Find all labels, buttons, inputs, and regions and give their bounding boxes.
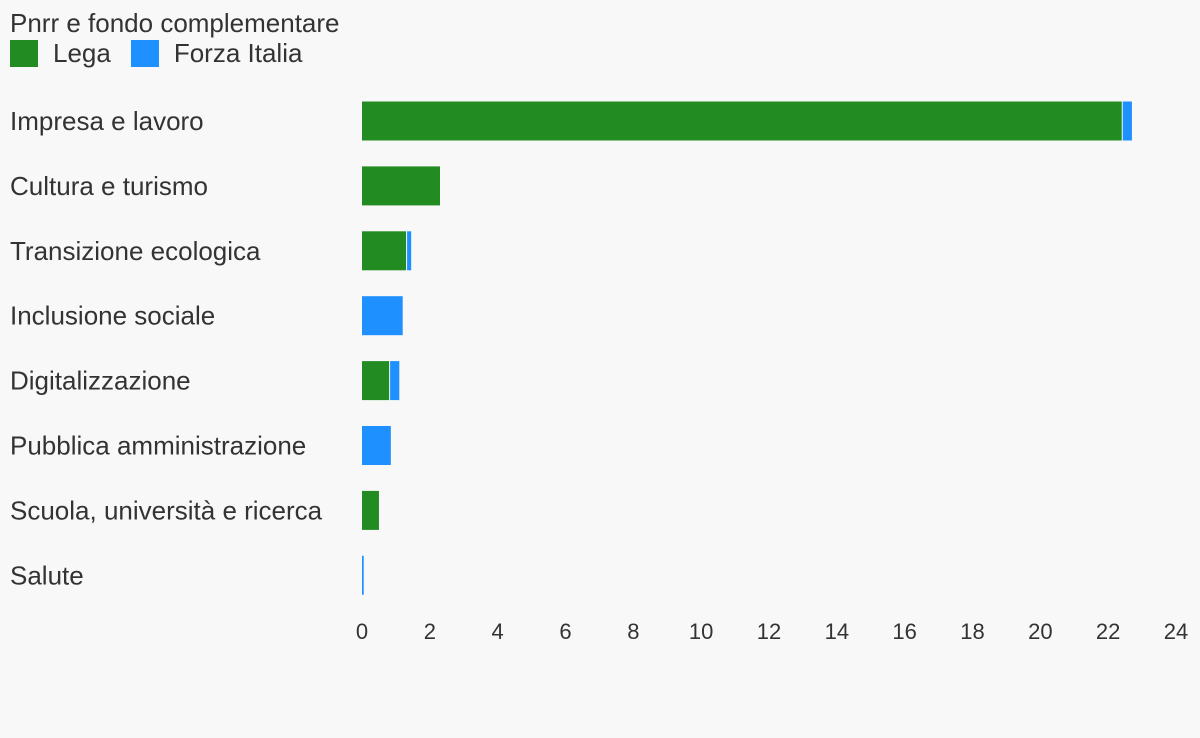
chart-title: Pnrr e fondo complementare (10, 8, 340, 38)
x-tick-label-18: 18 (960, 619, 984, 644)
x-tick-label-8: 8 (627, 619, 639, 644)
bar-forza-italia-salute[interactable] (362, 555, 364, 595)
legend: Lega Forza Italia (10, 38, 322, 68)
x-tick-label-0: 0 (356, 619, 368, 644)
x-tick-label-4: 4 (492, 619, 504, 644)
category-label-cultura-e-turismo: Cultura e turismo (10, 171, 208, 201)
bar-forza-italia-transizione-ecologica[interactable] (407, 231, 412, 271)
bar-lega-cultura-e-turismo[interactable] (362, 166, 441, 206)
bar-forza-italia-inclusione-sociale[interactable] (362, 296, 403, 336)
x-tick-label-6: 6 (559, 619, 571, 644)
category-label-scuola-universita-e-ricerca: Scuola, università e ricerca (10, 495, 323, 525)
bar-lega-digitalizzazione[interactable] (362, 361, 390, 401)
legend-item-lega[interactable]: Lega (10, 38, 111, 69)
x-tick-label-14: 14 (825, 619, 849, 644)
category-label-transizione-ecologica: Transizione ecologica (10, 236, 261, 266)
legend-label-forza-italia: Forza Italia (173, 37, 303, 68)
x-tick-label-10: 10 (689, 619, 713, 644)
x-tick-label-2: 2 (424, 619, 436, 644)
category-label-digitalizzazione: Digitalizzazione (10, 366, 191, 396)
x-tick-label-16: 16 (892, 619, 916, 644)
x-tick-label-24: 24 (1164, 619, 1188, 644)
bar-lega-scuola-universita-e-ricerca[interactable] (362, 490, 379, 530)
category-label-salute: Salute (10, 560, 84, 590)
bar-forza-italia-pubblica-amministrazione[interactable] (362, 426, 391, 465)
category-label-impresa-e-lavoro: Impresa e lavoro (10, 106, 204, 136)
x-tick-label-12: 12 (757, 619, 781, 644)
bar-forza-italia-digitalizzazione[interactable] (390, 361, 400, 401)
legend-swatch-forza-italia (130, 39, 159, 67)
category-label-pubblica-amministrazione: Pubblica amministrazione (10, 431, 306, 461)
bar-forza-italia-impresa-e-lavoro[interactable] (1122, 101, 1132, 141)
x-tick-label-20: 20 (1028, 619, 1052, 644)
legend-swatch-lega (10, 39, 38, 67)
bar-lega-impresa-e-lavoro[interactable] (362, 101, 1122, 141)
legend-item-forza-italia[interactable]: Forza Italia (130, 37, 303, 69)
category-label-inclusione-sociale: Inclusione sociale (10, 301, 215, 331)
legend-label-lega: Lega (53, 37, 111, 68)
x-tick-label-22: 22 (1096, 619, 1120, 644)
bar-lega-transizione-ecologica[interactable] (362, 231, 407, 271)
